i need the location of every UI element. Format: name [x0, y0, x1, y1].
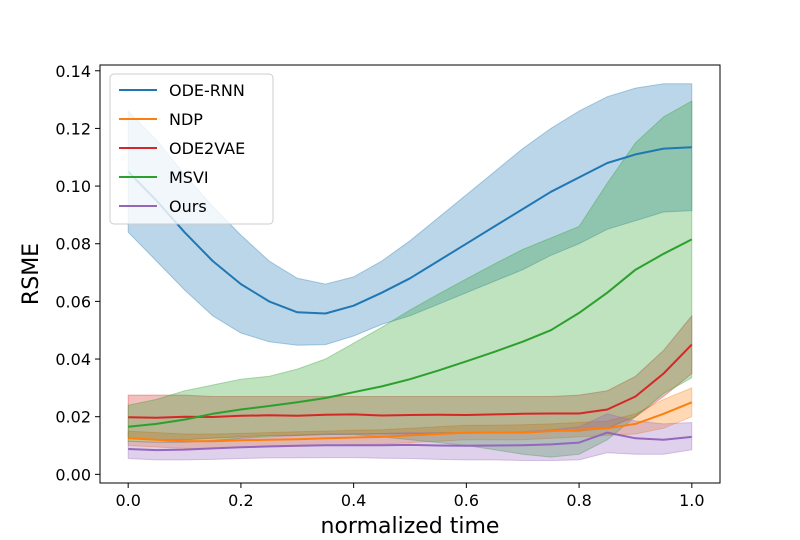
band-msvi — [127, 100, 693, 458]
band-ode2vae — [127, 314, 693, 441]
y-tick-label: 0.12 — [55, 119, 91, 138]
y-tick-label: 0.00 — [55, 465, 91, 484]
x-tick-label: 0.0 — [115, 491, 140, 510]
x-tick-label: 0.6 — [454, 491, 479, 510]
x-tick-label: 0.8 — [566, 491, 591, 510]
y-axis-title: RSME — [19, 243, 44, 305]
y-tick-label: 0.08 — [55, 235, 91, 254]
x-tick-label: 1.0 — [679, 491, 704, 510]
y-tick-label: 0.10 — [55, 177, 91, 196]
y-tick-label: 0.14 — [55, 62, 91, 81]
line-ndp — [128, 401, 693, 443]
plot-frame — [99, 64, 721, 484]
legend: ODE-RNN NDP ODE2VAE MSVI Ours — [109, 73, 274, 225]
series-lines — [127, 146, 693, 452]
y-tick-label: 0.06 — [55, 292, 91, 311]
x-tick-label: 0.4 — [341, 491, 366, 510]
line-ours — [128, 431, 692, 452]
y-tick-label: 0.04 — [55, 350, 91, 369]
line-ode-rnn — [127, 146, 692, 315]
band-ours — [127, 413, 693, 461]
legend-label-msvi: MSVI — [169, 168, 209, 187]
line-msvi — [128, 238, 693, 428]
band-ode-rnn — [127, 83, 693, 346]
legend-label-ode2vae: ODE2VAE — [169, 139, 245, 158]
legend-label-ode-rnn: ODE-RNN — [169, 81, 245, 100]
y-tick-label: 0.02 — [55, 408, 91, 427]
x-axis: 0.0 0.2 0.4 0.6 0.8 1.0 — [115, 483, 705, 510]
y-axis: 0.00 0.02 0.04 0.06 0.08 0.10 0.12 0.14 — [55, 62, 100, 484]
legend-box — [109, 73, 274, 225]
x-axis-title: normalized time — [321, 514, 500, 539]
line-ode2vae — [128, 343, 693, 419]
x-tick-label: 0.2 — [228, 491, 253, 510]
legend-label-ours: Ours — [169, 197, 207, 216]
confidence-bands — [127, 83, 693, 461]
legend-label-ndp: NDP — [169, 110, 203, 129]
